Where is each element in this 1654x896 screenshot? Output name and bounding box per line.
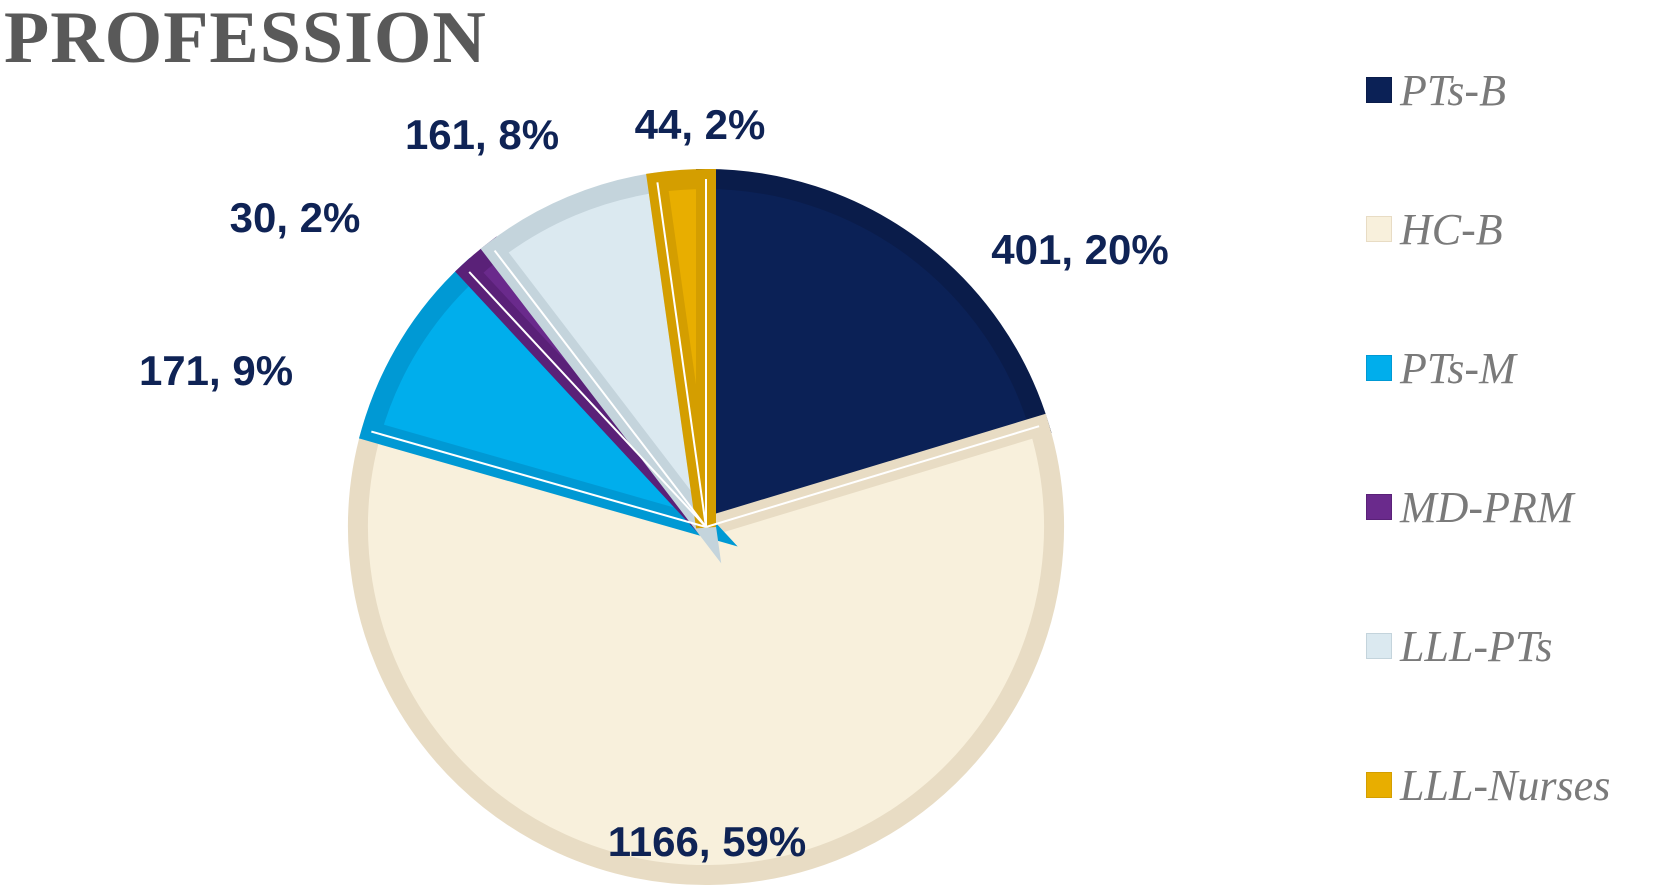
slice-separator <box>656 182 707 528</box>
legend-label: LLL-Nurses <box>1400 760 1611 810</box>
legend-item-pts-b: PTs-B <box>1366 60 1506 120</box>
slice-separator <box>705 425 1040 528</box>
legend-swatch <box>1366 772 1392 798</box>
legend-item-lll-nurses: LLL-Nurses <box>1366 755 1610 815</box>
pie-data-labels: 401, 20% 1166, 59% 171, 9% 30, 2% 161, 8% 44,… <box>139 101 1169 865</box>
legend-swatch <box>1366 77 1392 103</box>
pie-slice-pts-b <box>696 168 1052 541</box>
legend-swatch <box>1366 216 1392 242</box>
slice-separator <box>371 430 707 528</box>
data-label-hc-b: 1166, 59% <box>608 818 807 865</box>
legend-label: PTs-M <box>1400 343 1516 393</box>
legend-item-hc-b: HC-B <box>1366 199 1503 259</box>
data-label-pts-m: 171, 9% <box>139 347 293 394</box>
legend-item-lll-pts: LLL-PTs <box>1366 616 1553 676</box>
pie-slices <box>348 168 1064 885</box>
data-label-lll-nurses: 44, 2% <box>635 101 766 148</box>
pie-slice-hc-b <box>348 413 1064 885</box>
slice-separator <box>468 271 707 528</box>
legend-label: PTs-B <box>1400 65 1506 115</box>
pie-slice-pts-m <box>358 257 738 547</box>
data-label-md-prm: 30, 2% <box>230 194 361 241</box>
legend-swatch <box>1366 355 1392 381</box>
legend-label: MD-PRM <box>1400 482 1574 532</box>
legend-swatch <box>1366 633 1392 659</box>
legend-label: LLL-PTs <box>1400 621 1553 671</box>
legend-swatch <box>1366 494 1392 520</box>
legend-label: HC-B <box>1400 204 1503 254</box>
data-label-pts-b: 401, 20% <box>991 226 1168 273</box>
legend-item-pts-m: PTs-M <box>1366 338 1516 398</box>
chart-title: PROFESSION <box>4 0 487 79</box>
slice-separator <box>493 249 707 528</box>
legend-item-md-prm: MD-PRM <box>1366 477 1574 537</box>
data-label-lll-pts: 161, 8% <box>405 111 559 158</box>
